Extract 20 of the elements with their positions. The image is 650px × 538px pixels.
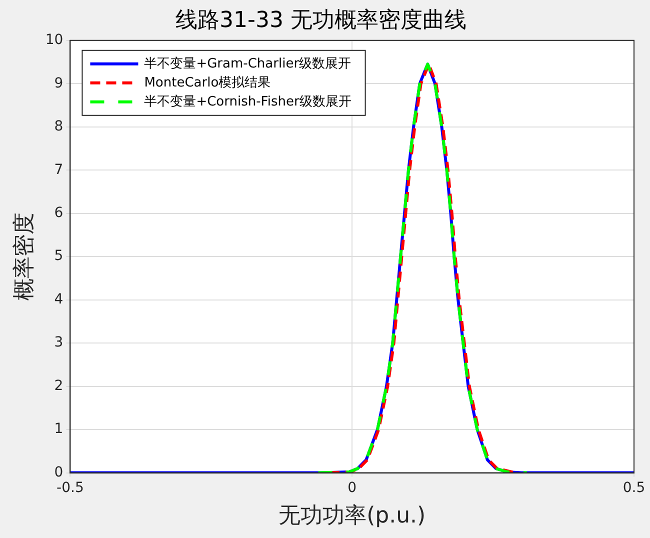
legend-label: 半不变量+Gram-Charlier级数展开 xyxy=(144,56,352,72)
legend-label: MonteCarlo模拟结果 xyxy=(144,75,271,90)
y-tick-label: 0 xyxy=(54,464,64,480)
legend-label: 半不变量+Cornish-Fisher级数展开 xyxy=(144,94,352,110)
y-tick-label: 7 xyxy=(54,162,64,178)
y-tick-label: 8 xyxy=(54,118,64,135)
y-tick-label: 6 xyxy=(54,205,64,221)
y-tick-label: 3 xyxy=(54,334,64,351)
chart-title: 线路31-33 无功概率密度曲线 xyxy=(176,8,466,33)
x-tick-label: -0.5 xyxy=(56,480,84,496)
y-tick-label: 10 xyxy=(45,32,64,48)
y-tick-label: 4 xyxy=(54,291,64,308)
y-tick-label: 5 xyxy=(54,248,64,264)
x-tick-label: 0.5 xyxy=(622,480,646,496)
x-axis-title: 无功功率(p.u.) xyxy=(278,504,426,529)
y-tick-label: 2 xyxy=(54,378,64,394)
y-axis-title: 概率密度 xyxy=(12,212,37,301)
y-tick-label: 1 xyxy=(54,421,64,438)
y-tick-label: 9 xyxy=(54,75,64,92)
x-tick-label: 0 xyxy=(348,480,357,496)
